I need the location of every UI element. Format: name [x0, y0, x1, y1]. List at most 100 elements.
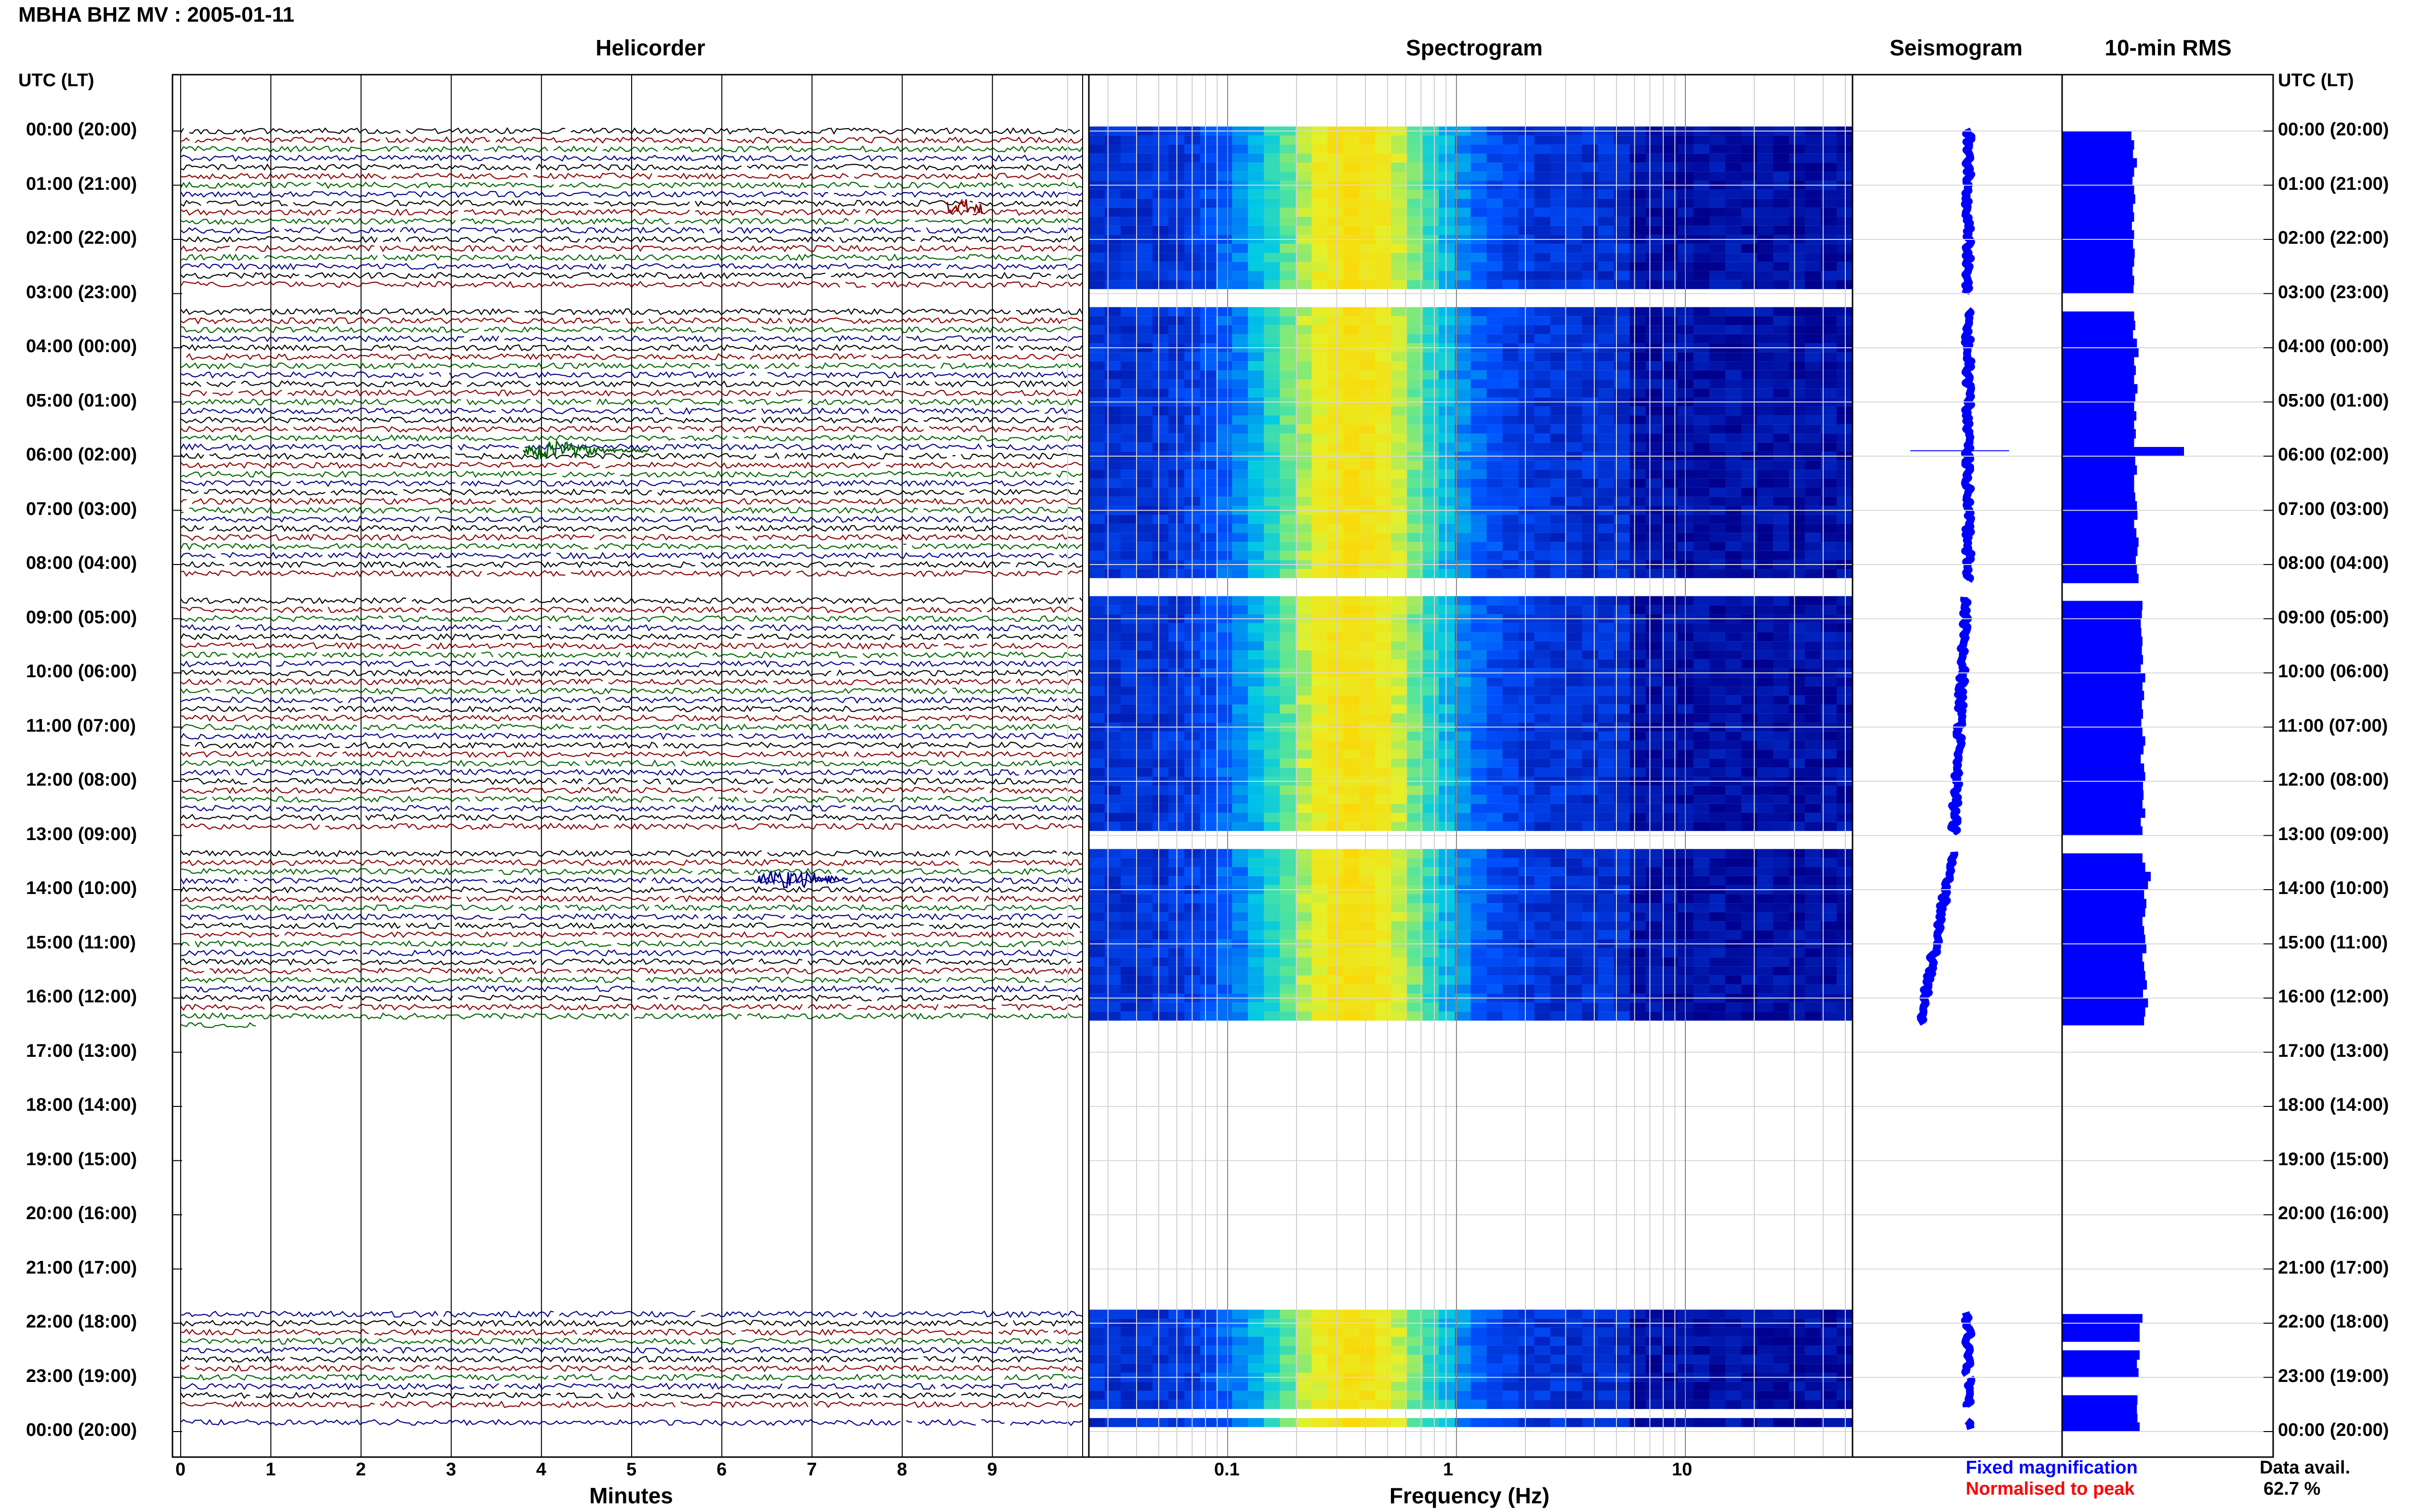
spectrogram-cell: [1248, 966, 1264, 976]
spectrogram-cell: [1518, 189, 1535, 199]
spectrogram-cell: [1264, 786, 1280, 795]
spectrogram-cell: [1804, 849, 1821, 858]
spectrogram-cell: [1455, 415, 1471, 425]
spectrogram-cell: [1200, 460, 1217, 470]
spectrogram-cell: [1470, 822, 1487, 831]
spectrogram-cell: [1375, 921, 1391, 931]
spectrogram-cell: [1439, 912, 1456, 921]
spectrogram-cell: [1391, 912, 1407, 921]
spectrogram-cell: [1264, 1328, 1280, 1337]
spectrogram-cell: [1137, 1354, 1153, 1364]
spectrogram-cell: [1232, 334, 1248, 343]
spectrogram-cell: [1582, 686, 1599, 696]
spectrogram-cell: [1121, 325, 1137, 334]
spectrogram-cell: [1725, 253, 1742, 262]
spectrogram-cell: [1486, 307, 1503, 316]
spectrogram-cell: [1470, 650, 1487, 659]
spectrogram-cell: [1837, 650, 1853, 659]
spectrogram-cell: [1534, 307, 1551, 316]
spectrogram-cell: [1280, 695, 1296, 705]
spectrogram-cell: [1837, 695, 1853, 705]
spectrogram-cell: [1232, 370, 1248, 380]
spectrogram-cell: [1582, 921, 1599, 931]
spectrogram-cell: [1105, 876, 1121, 885]
spectrogram-cell: [1375, 759, 1391, 768]
spectrogram-cell: [1614, 135, 1630, 145]
spectrogram-cell: [1534, 325, 1551, 334]
spectrogram-cell: [1582, 514, 1599, 524]
spectrogram-cell: [1534, 713, 1551, 723]
spectrogram-cell: [1232, 867, 1248, 876]
spectrogram-cell: [1645, 659, 1662, 669]
spectrogram-cell: [1804, 767, 1821, 777]
helicorder-trace: [180, 398, 1083, 406]
spectrogram-cell: [1486, 975, 1503, 985]
spectrogram-cell: [1200, 759, 1217, 768]
spectrogram-cell: [1821, 1012, 1837, 1021]
spectrogram-cell: [1629, 524, 1646, 533]
spectrogram-cell: [1232, 514, 1248, 524]
spectrogram-cell: [1804, 1309, 1821, 1319]
spectrogram-cell: [1788, 876, 1805, 885]
spectrogram-cell: [1709, 487, 1726, 497]
spectrogram-cell: [1757, 749, 1774, 759]
spectrogram-cell: [1423, 984, 1439, 994]
spectrogram-cell: [1837, 415, 1853, 425]
spectrogram-cell: [1614, 786, 1630, 795]
spectrogram-cell: [1661, 1381, 1678, 1391]
spectrogram-cell: [1327, 171, 1344, 181]
spectrogram-cell: [1661, 145, 1678, 154]
spectrogram-cell: [1391, 759, 1407, 768]
spectrogram-cell: [1566, 921, 1583, 931]
spectrogram-cell: [1216, 767, 1232, 777]
spectrogram-cell: [1121, 434, 1137, 443]
spectrogram-cell: [1152, 316, 1169, 326]
helicorder-trace: [180, 1355, 1083, 1363]
spectrogram-cell: [1089, 271, 1105, 280]
spectrogram-cell: [1645, 208, 1662, 217]
spectrogram-cell: [1804, 244, 1821, 253]
spectrogram-cell: [1582, 1345, 1599, 1355]
spectrogram-cell: [1661, 876, 1678, 885]
spectrogram-cell: [1550, 957, 1567, 967]
spectrogram-cell: [1709, 966, 1726, 976]
helicorder-trace: [180, 389, 1083, 397]
spectrogram-cell: [1407, 406, 1423, 416]
spectrogram-cell: [1089, 966, 1105, 976]
spectrogram-cell: [1518, 912, 1535, 921]
spectrogram-cell: [1534, 605, 1551, 615]
spectrogram-cell: [1598, 470, 1615, 479]
spectrogram-cell: [1264, 189, 1280, 199]
spectrogram-cell: [1121, 424, 1137, 434]
spectrogram-cell: [1709, 406, 1726, 416]
spectrogram-cell: [1502, 208, 1519, 217]
spectrogram-cell: [1661, 434, 1678, 443]
spectrogram-cell: [1200, 316, 1217, 326]
spectrogram-cell: [1614, 424, 1630, 434]
spectrogram-cell: [1455, 153, 1471, 163]
spectrogram-cell: [1582, 912, 1599, 921]
spectrogram-cell: [1137, 686, 1153, 696]
spectrogram-cell: [1359, 650, 1376, 659]
spectrogram-cell: [1359, 948, 1376, 958]
spectrogram-cell: [1216, 695, 1232, 705]
spectrogram-cell: [1232, 1337, 1248, 1346]
spectrogram-cell: [1152, 415, 1169, 425]
spectrogram-cell: [1518, 253, 1535, 262]
spectrogram-cell: [1232, 740, 1248, 750]
spectrogram-cell: [1614, 623, 1630, 632]
spectrogram-cell: [1407, 623, 1423, 632]
spectrogram-cell: [1645, 434, 1662, 443]
spectrogram-cell: [1804, 307, 1821, 316]
spectrogram-cell: [1757, 153, 1774, 163]
spectrogram-cell: [1725, 406, 1742, 416]
spectrogram-cell: [1773, 524, 1789, 533]
spectrogram-cell: [1311, 948, 1328, 958]
spectrogram-cell: [1470, 361, 1487, 370]
spectrogram-cell: [1391, 921, 1407, 931]
spectrogram-cell: [1645, 731, 1662, 741]
spectrogram-cell: [1837, 434, 1853, 443]
spectrogram-cell: [1470, 912, 1487, 921]
spectrogram-cell: [1391, 659, 1407, 669]
spectrogram-cell: [1311, 361, 1328, 370]
